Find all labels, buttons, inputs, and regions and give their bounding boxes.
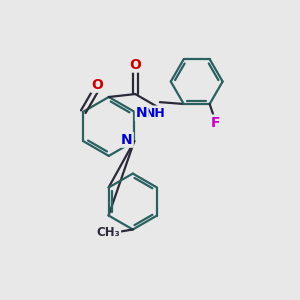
Text: F: F xyxy=(211,116,220,130)
Text: O: O xyxy=(129,58,141,72)
Text: NH: NH xyxy=(145,106,166,119)
Text: N: N xyxy=(121,133,133,147)
Text: N: N xyxy=(136,106,148,120)
Text: O: O xyxy=(91,78,103,92)
Text: CH₃: CH₃ xyxy=(97,226,121,239)
